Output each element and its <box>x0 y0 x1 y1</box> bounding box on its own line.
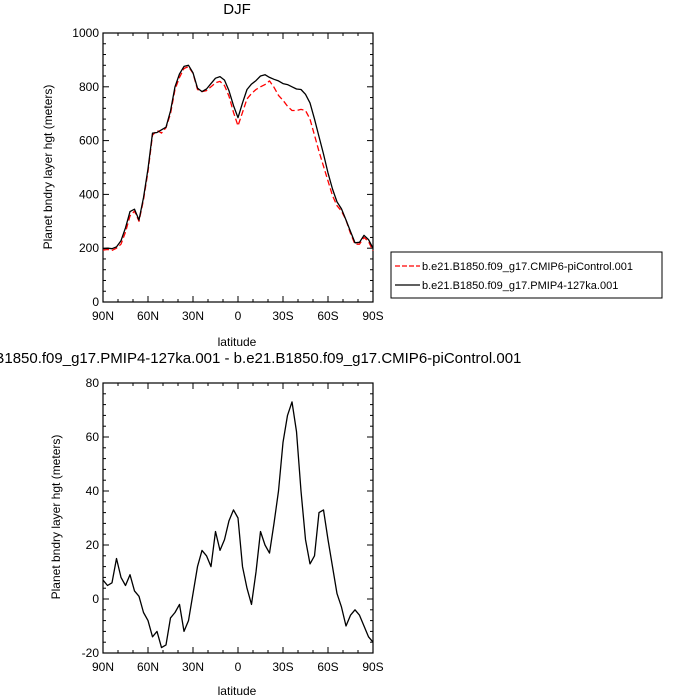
top-x-tick-label: 60S <box>317 309 338 323</box>
bottom-series-line-0 <box>102 401 374 649</box>
top-y-tick-label: 0 <box>92 295 99 309</box>
legend-label-127ka: b.e21.B1850.f09_g17.PMIP4-127ka.001 <box>422 280 618 292</box>
top-x-tick-label: 30S <box>272 309 293 323</box>
bottom-x-tick-label: 0 <box>235 660 242 674</box>
top-chart-legend: b.e21.B1850.f09_g17.CMIP6-piControl.001 … <box>390 251 663 299</box>
bottom-y-tick-label: 80 <box>86 376 100 390</box>
top-y-tick-label: 800 <box>79 80 99 94</box>
bottom-x-tick-label: 30S <box>272 660 293 674</box>
bottom-y-tick-label: -20 <box>82 646 100 660</box>
bottom-x-tick-label: 90S <box>362 660 383 674</box>
bottom-chart-title: b.e21.B1850.f09_g17.PMIP4-127ka.001 - b.… <box>0 350 521 367</box>
top-chart-title: DJF <box>223 1 251 18</box>
top-series-line-0 <box>102 65 374 252</box>
top-y-tick-label: 400 <box>79 187 99 201</box>
top-plot-area: 90N 60N 30N 0 30S 60S 90S 0 200 400 600 800 1000 <box>72 26 383 323</box>
bottom-y-tick-label: 40 <box>86 484 100 498</box>
top-x-tick-label: 90N <box>92 309 114 323</box>
top-plot-frame <box>102 32 374 303</box>
top-x-tick-label: 0 <box>235 309 242 323</box>
bottom-x-axis-label: latitude <box>218 684 257 698</box>
top-y-tick-label: 600 <box>79 134 99 148</box>
legend-box <box>390 251 663 299</box>
top-x-tick-label: 60N <box>137 309 159 323</box>
bottom-x-tick-label: 30N <box>182 660 204 674</box>
bottom-y-axis-label: Planet bndry layer hgt (meters) <box>49 435 63 600</box>
bottom-x-tick-label: 90N <box>92 660 114 674</box>
bottom-x-tick-label: 60N <box>137 660 159 674</box>
top-y-tick-label: 1000 <box>72 26 99 40</box>
top-x-tick-label: 30N <box>182 309 204 323</box>
bottom-y-tick-label: 0 <box>92 592 99 606</box>
bottom-plot-area: 90N 60N 30N 0 30S 60S 90S -20 0 20 40 60 80 <box>82 376 384 674</box>
bottom-y-tick-label: 20 <box>86 538 100 552</box>
top-y-axis-label: Planet bndry layer hgt (meters) <box>41 85 55 250</box>
top-x-tick-label: 90S <box>362 309 383 323</box>
top-series-line-1 <box>102 64 374 250</box>
bottom-x-tick-label: 60S <box>317 660 338 674</box>
legend-label-picontrol: b.e21.B1850.f09_g17.CMIP6-piControl.001 <box>422 261 633 273</box>
top-y-tick-label: 200 <box>79 241 99 255</box>
bottom-y-tick-label: 60 <box>86 430 100 444</box>
top-x-axis-label: latitude <box>218 335 257 349</box>
